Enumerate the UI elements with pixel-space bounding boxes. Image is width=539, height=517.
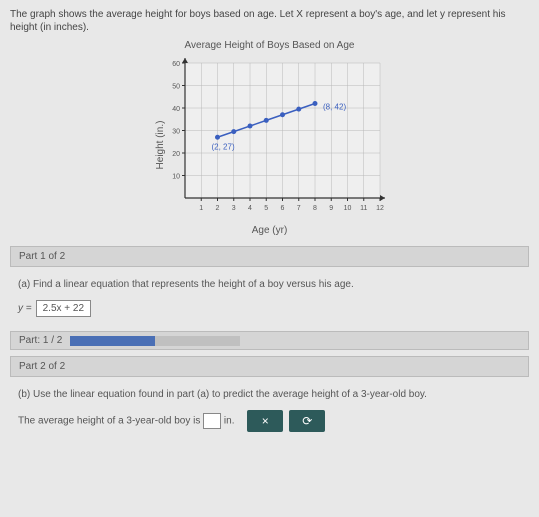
svg-text:10: 10: [172, 174, 180, 181]
svg-text:7: 7: [296, 205, 300, 212]
svg-text:1: 1: [199, 205, 203, 212]
svg-text:10: 10: [343, 205, 351, 212]
part2-header: Part 2 of 2: [10, 356, 529, 377]
svg-text:20: 20: [172, 151, 180, 158]
chart-xlabel: Age (yr): [150, 225, 390, 236]
progress-label: Part: 1 / 2: [19, 335, 62, 346]
svg-text:2: 2: [215, 205, 219, 212]
svg-text:6: 6: [280, 205, 284, 212]
svg-text:30: 30: [172, 129, 180, 136]
part2-question: (b) Use the linear equation found in par…: [18, 389, 521, 400]
svg-text:12: 12: [376, 205, 384, 212]
svg-text:8: 8: [313, 205, 317, 212]
svg-text:11: 11: [360, 205, 367, 212]
part2-sentence-pre: The average height of a 3-year-old boy i…: [18, 416, 200, 427]
part1-question: (a) Find a linear equation that represen…: [18, 279, 521, 290]
svg-text:(8, 42): (8, 42): [323, 103, 346, 112]
svg-text:60: 60: [172, 61, 180, 68]
svg-text:9: 9: [329, 205, 333, 212]
reset-button[interactable]: ⟳: [289, 410, 325, 432]
part1-answer-box[interactable]: 2.5x + 22: [36, 300, 91, 317]
chart-title: Average Height of Boys Based on Age: [10, 40, 529, 51]
svg-text:3: 3: [231, 205, 235, 212]
svg-text:40: 40: [172, 106, 180, 113]
progress-row: Part: 1 / 2: [10, 331, 529, 350]
progress-bar: [70, 336, 240, 346]
svg-text:5: 5: [264, 205, 268, 212]
svg-text:(2, 27): (2, 27): [211, 142, 234, 151]
svg-text:4: 4: [248, 205, 252, 212]
part1-header: Part 1 of 2: [10, 246, 529, 267]
answer-prefix: y =: [18, 303, 32, 314]
problem-intro: The graph shows the average height for b…: [10, 8, 529, 34]
part2-input[interactable]: [203, 413, 221, 429]
chart: Height (in.) 123456789101112102030405060…: [150, 53, 390, 236]
clear-button[interactable]: ×: [247, 410, 283, 432]
part2-sentence-post: in.: [224, 416, 235, 427]
chart-ylabel: Height (in.): [154, 120, 165, 169]
svg-text:50: 50: [172, 84, 180, 91]
